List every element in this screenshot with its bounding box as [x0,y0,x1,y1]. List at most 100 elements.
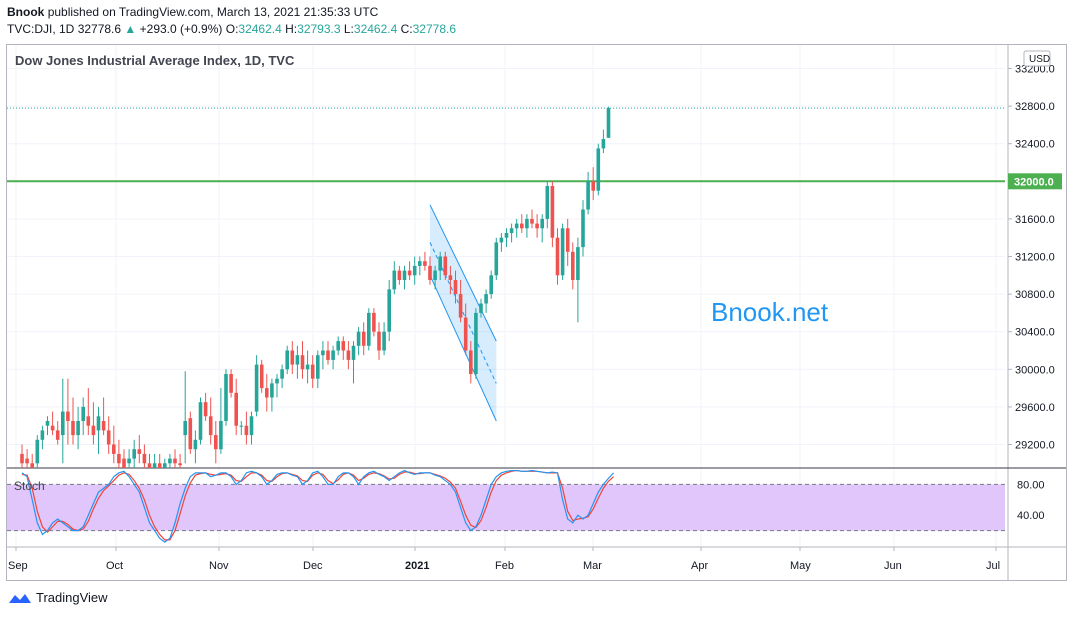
y-tick-label: 32400.0 [1015,139,1055,151]
candle-body [326,350,330,360]
candle-body [458,294,463,318]
candle-body [152,463,157,468]
candle-body [249,416,254,436]
author-name: Bnook [7,5,45,19]
stoch-band [7,484,1005,531]
candle-body [122,458,126,468]
candle-body [295,355,300,365]
close-label: C: [400,22,413,36]
candle-body [525,218,529,229]
candle-body [351,345,356,360]
candle-body [591,181,595,191]
up-arrow-icon: ▲ [124,22,137,36]
candle-body [244,425,249,436]
candle-body [571,251,575,280]
candle-body [336,341,340,351]
candle-body [40,430,45,440]
candle-body [586,181,590,210]
candles-group [20,106,611,468]
high-label: H: [285,22,298,36]
candle-body [147,463,152,468]
candle-body [285,350,289,370]
candle-body [229,374,233,393]
candle-body [443,256,448,276]
candle-body [316,355,320,379]
candle-body [331,350,335,360]
low-value: 32462.4 [353,22,398,36]
candle-body [86,416,91,426]
open-value: 32462.4 [238,22,282,36]
candle-body [142,453,147,464]
x-tick-label: Sep [8,560,28,572]
candle-body [117,453,121,464]
y-tick-label: 29600.0 [1015,402,1055,414]
candle-body [55,430,60,440]
x-tick-label: Jun [884,560,902,572]
candle-body [474,312,478,374]
chart-frame[interactable] [6,44,1067,581]
candle-body [530,218,534,224]
candle-body [50,425,55,431]
candle-body [96,416,101,431]
candle-body [397,270,402,280]
candle-body [127,458,131,464]
level-price-tag [1008,173,1062,190]
candle-body [382,331,386,351]
candle-body [606,108,611,138]
candle-body [407,270,412,276]
tradingview-logo-icon [9,593,31,603]
candle-body [193,439,198,450]
candle-body [535,223,539,229]
candle-body [305,364,310,370]
candle-body [173,458,177,464]
candle-body [504,233,509,238]
footer-brand[interactable]: TradingView [8,590,108,605]
candle-body [76,421,80,436]
last-price: 32778.6 [77,22,122,36]
stoch-group [21,469,615,543]
candle-body [81,406,85,421]
candle-body [61,411,65,436]
candle-body [341,341,346,351]
candle-body [509,228,514,233]
candle-body [219,421,223,450]
candle-body [259,364,264,389]
candle-body [137,449,142,454]
open-label: O: [225,22,239,36]
candle-body [428,265,432,280]
x-tick-label: May [790,560,811,572]
candle-body [484,294,488,304]
candle-body [514,223,519,229]
currency-label: USD [1029,54,1050,65]
symbol-label: TVC:DJI, 1D [7,22,75,36]
brand-label: TradingView [36,590,108,605]
y-tick-label: 31200.0 [1015,252,1055,264]
candle-body [198,402,203,440]
low-label: L: [343,22,354,36]
candle-body [66,411,70,421]
candle-body [356,331,361,346]
candle-body [239,425,244,427]
candle-body [132,449,136,459]
candle-body [469,350,473,374]
stoch-k-line [21,469,615,543]
candle-body [550,186,555,238]
y-tick-label: 30800.0 [1015,289,1055,301]
x-tick-label: 2021 [405,560,429,572]
stoch-name-label: Stoch [14,479,45,493]
y-tick-label: 31600.0 [1015,214,1055,226]
candle-body [433,270,437,280]
candle-body [601,139,606,149]
candle-body [270,383,274,398]
candle-body [367,312,371,346]
candle-body [540,218,544,229]
candle-body [438,256,442,271]
ohlc-bar: TVC:DJI, 1D 32778.6 ▲ +293.0 (+0.9%) O:3… [7,22,456,36]
x-tick-label: Dec [303,560,323,572]
candle-body [489,275,493,295]
close-value: 32778.6 [412,22,457,36]
candle-body [387,289,391,332]
candle-body [280,369,284,379]
y-tick-label: 30400.0 [1015,327,1055,339]
